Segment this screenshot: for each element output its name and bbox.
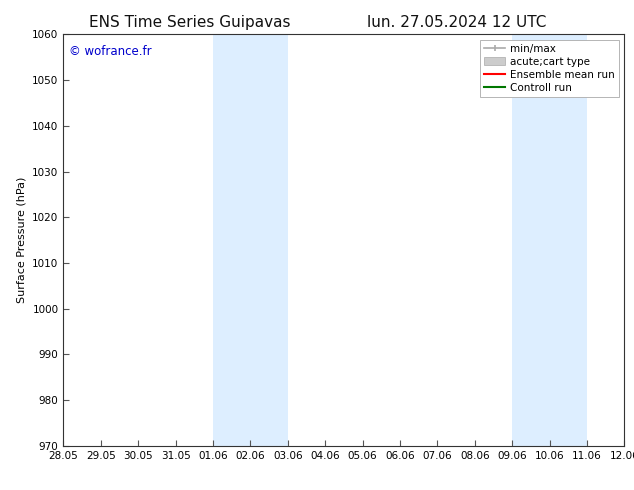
- Text: lun. 27.05.2024 12 UTC: lun. 27.05.2024 12 UTC: [367, 15, 546, 30]
- Y-axis label: Surface Pressure (hPa): Surface Pressure (hPa): [16, 177, 27, 303]
- Text: © wofrance.fr: © wofrance.fr: [69, 45, 152, 58]
- Text: ENS Time Series Guipavas: ENS Time Series Guipavas: [89, 15, 291, 30]
- Bar: [512, 34, 587, 446]
- Legend: min/max, acute;cart type, Ensemble mean run, Controll run: min/max, acute;cart type, Ensemble mean …: [480, 40, 619, 97]
- Bar: [213, 34, 288, 446]
